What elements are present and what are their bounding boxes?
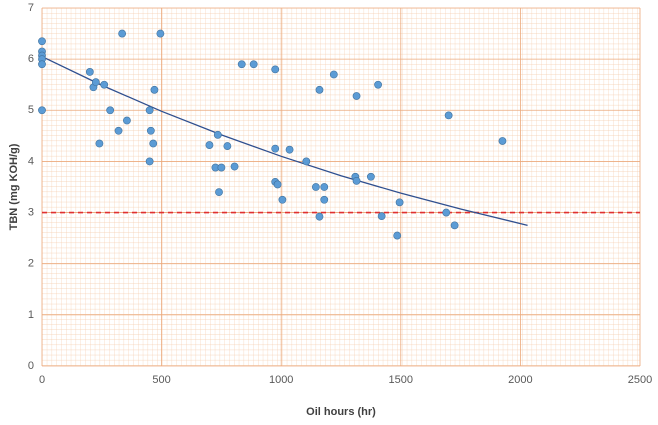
- point: [315, 85, 324, 94]
- point: [123, 116, 131, 125]
- point: [38, 37, 46, 46]
- point: [145, 157, 154, 166]
- point: [237, 60, 246, 69]
- point: [215, 188, 223, 197]
- y-tick-label: 2: [28, 258, 34, 270]
- point: [114, 126, 123, 135]
- y-tick-label: 5: [28, 104, 34, 116]
- point: [366, 172, 375, 181]
- point: [156, 29, 165, 38]
- plot-background: [42, 8, 640, 366]
- x-axis-title: Oil hours (hr): [306, 406, 376, 418]
- point: [393, 231, 402, 240]
- y-tick-label: 3: [28, 206, 34, 218]
- point: [91, 78, 100, 87]
- point: [145, 106, 154, 115]
- point: [249, 60, 258, 69]
- point: [395, 198, 404, 207]
- y-tick-label: 1: [28, 309, 34, 321]
- point: [315, 212, 324, 221]
- y-axis-title: TBN (mg KOH/g): [8, 143, 20, 230]
- point: [150, 85, 159, 94]
- point: [302, 157, 311, 166]
- point: [498, 137, 507, 145]
- point: [442, 208, 451, 217]
- point: [450, 221, 459, 230]
- y-tick-label: 4: [28, 155, 34, 167]
- x-tick-label: 1500: [389, 374, 413, 386]
- point: [100, 80, 109, 89]
- point: [377, 212, 386, 221]
- x-tick-label: 1000: [269, 374, 293, 386]
- point: [285, 145, 294, 154]
- point: [38, 60, 46, 69]
- x-tick-label: 2500: [628, 374, 652, 386]
- y-tick-label: 6: [28, 53, 34, 65]
- point: [106, 106, 115, 115]
- x-tick-label: 500: [152, 374, 170, 386]
- point: [320, 183, 329, 191]
- trendline: [41, 55, 528, 226]
- point: [223, 142, 232, 150]
- point: [95, 139, 104, 148]
- point: [230, 162, 239, 171]
- point: [352, 92, 361, 100]
- point: [217, 163, 226, 172]
- point: [85, 68, 94, 76]
- point: [38, 106, 46, 115]
- point: [278, 195, 287, 204]
- point: [444, 111, 453, 120]
- point: [205, 141, 214, 149]
- point: [311, 183, 320, 191]
- point: [352, 176, 361, 185]
- y-tick-label: 7: [28, 2, 34, 14]
- x-tick-label: 2000: [508, 374, 532, 386]
- point: [213, 130, 222, 139]
- point: [271, 65, 280, 74]
- point: [273, 180, 282, 189]
- point: [374, 80, 382, 89]
- point: [320, 195, 329, 204]
- point: [329, 70, 338, 79]
- y-tick-label: 0: [28, 360, 34, 372]
- x-tick-label: 0: [39, 374, 45, 386]
- point: [146, 126, 155, 135]
- point: [118, 29, 127, 38]
- point: [149, 139, 158, 148]
- point: [271, 144, 280, 153]
